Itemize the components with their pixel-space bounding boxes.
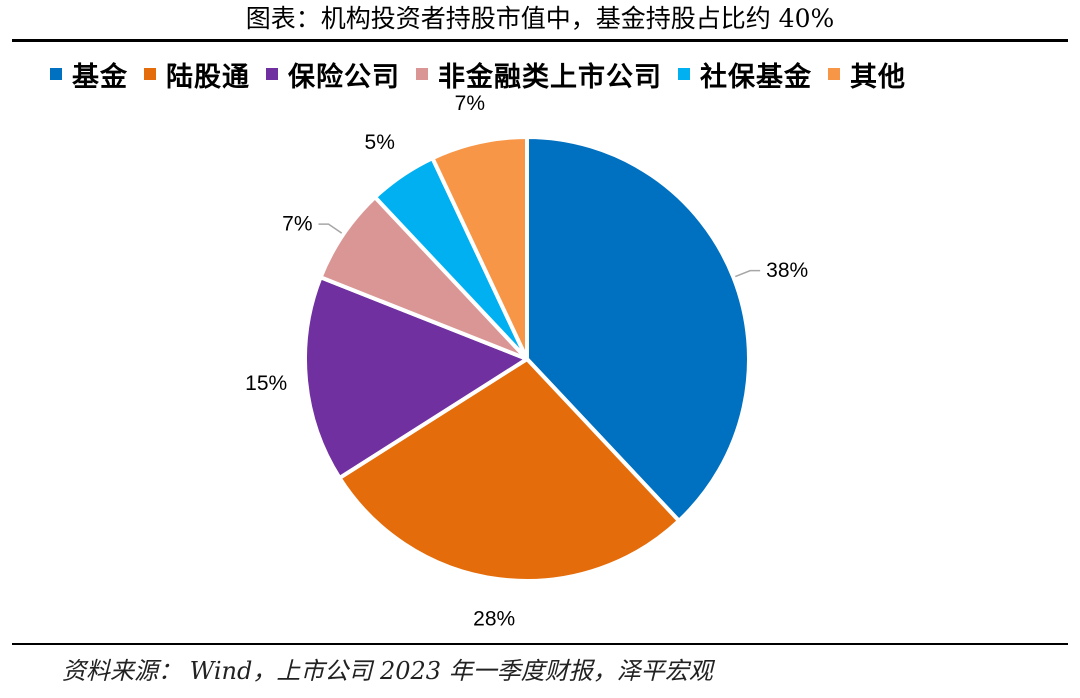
- chart-title: 图表：机构投资者持股市值中，基金持股占比约 40%: [245, 4, 835, 33]
- data-label: 5%: [365, 131, 395, 154]
- data-label: 7%: [282, 213, 312, 236]
- legend-label: 陆股通: [166, 61, 250, 93]
- bottom-rule: [12, 643, 1068, 645]
- data-label: 15%: [245, 372, 287, 395]
- data-label: 7%: [455, 92, 485, 115]
- data-label: 38%: [766, 259, 808, 282]
- legend-swatch: [416, 68, 428, 80]
- legend-label: 非金融类上市公司: [438, 61, 662, 93]
- legend-swatch: [678, 68, 690, 80]
- legend-item: 陆股通: [144, 55, 250, 94]
- legend: 基金 陆股通 保险公司 非金融类上市公司 社保基金 其他: [50, 54, 922, 94]
- legend-swatch: [144, 68, 156, 80]
- legend-swatch: [828, 68, 840, 80]
- legend-item: 基金: [50, 55, 128, 94]
- data-label: 28%: [473, 607, 515, 630]
- source-note: 资料来源： Wind，上市公司 2023 年一季度财报，泽平宏观: [62, 657, 713, 685]
- legend-label: 社保基金: [700, 61, 812, 93]
- legend-swatch: [266, 68, 278, 80]
- legend-item: 保险公司: [266, 55, 400, 94]
- legend-item: 非金融类上市公司: [416, 55, 662, 94]
- label-leader-line: [318, 223, 343, 234]
- pie-slice: [430, 135, 529, 361]
- top-rule: [12, 39, 1068, 42]
- pie-slice: [303, 275, 529, 480]
- pie-slice: [337, 357, 681, 583]
- legend-label: 保险公司: [288, 61, 400, 93]
- label-leader-line: [734, 269, 761, 278]
- legend-label: 基金: [72, 61, 128, 93]
- legend-item: 其他: [828, 55, 906, 94]
- pie-slice: [525, 135, 751, 523]
- legend-swatch: [50, 68, 62, 80]
- legend-item: 社保基金: [678, 55, 812, 94]
- legend-label: 其他: [850, 61, 906, 93]
